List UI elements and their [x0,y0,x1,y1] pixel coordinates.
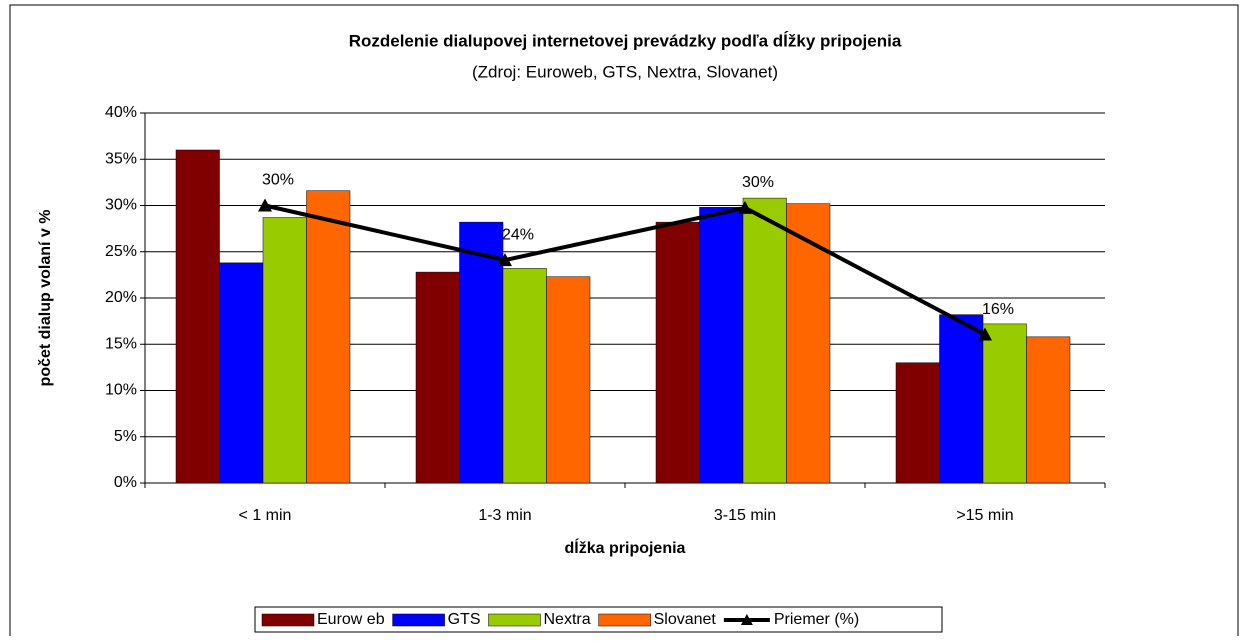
y-tick-label: 15% [105,335,137,352]
chart-subtitle: (Zdroj: Euroweb, GTS, Nextra, Slovanet) [472,62,778,81]
y-tick-label: 0% [114,474,137,491]
bar [546,276,591,484]
bar [982,323,1027,484]
line-marker [498,253,512,267]
y-tick-label: 25% [105,243,137,260]
bar [895,362,940,484]
data-label: 30% [262,172,294,189]
bar [502,268,547,484]
legend-swatch [392,613,445,627]
bar [786,203,831,484]
bar [459,221,504,484]
legend-label: Priemer (%) [774,611,859,628]
chart-title: Rozdelenie dialupovej internetovej prevá… [349,30,902,50]
legend-label: Nextra [543,611,590,628]
x-tick-label: 3-15 min [714,507,776,524]
x-axis-label: dĺžka pripojenia [565,537,686,557]
bar [699,207,744,484]
y-tick-label: 20% [105,289,137,306]
bar [1026,336,1071,484]
line [264,203,986,337]
data-label: 16% [982,301,1014,318]
y-tick-label: 10% [105,382,137,399]
line-marker [738,200,752,214]
bar [939,314,984,484]
legend-marker [740,614,753,625]
data-label: 30% [742,174,774,191]
legend-swatch [261,613,315,627]
bar [219,262,264,484]
y-tick-label: 5% [114,428,137,445]
bar [262,217,307,484]
y-tick-label: 35% [105,150,137,167]
x-tick-label: 1-3 min [478,507,531,524]
legend-label: Slovanet [654,611,717,628]
legend-swatch [598,613,651,627]
legend-label: Eurow eb [317,611,385,628]
x-tick-label: >15 min [956,507,1013,524]
line-marker [258,198,272,212]
bar [655,221,700,484]
x-tick-label: < 1 min [239,507,292,524]
bar [742,197,787,484]
y-tick-label: 40% [105,104,137,121]
data-label: 24% [502,226,534,243]
y-axis-label: počet dialup volaní v % [37,210,54,387]
bar [175,149,220,484]
bar [306,190,351,484]
line-marker [978,327,992,341]
legend-swatch [488,613,541,627]
legend-label: GTS [448,611,481,628]
bar [415,271,460,484]
y-tick-label: 30% [105,197,137,214]
